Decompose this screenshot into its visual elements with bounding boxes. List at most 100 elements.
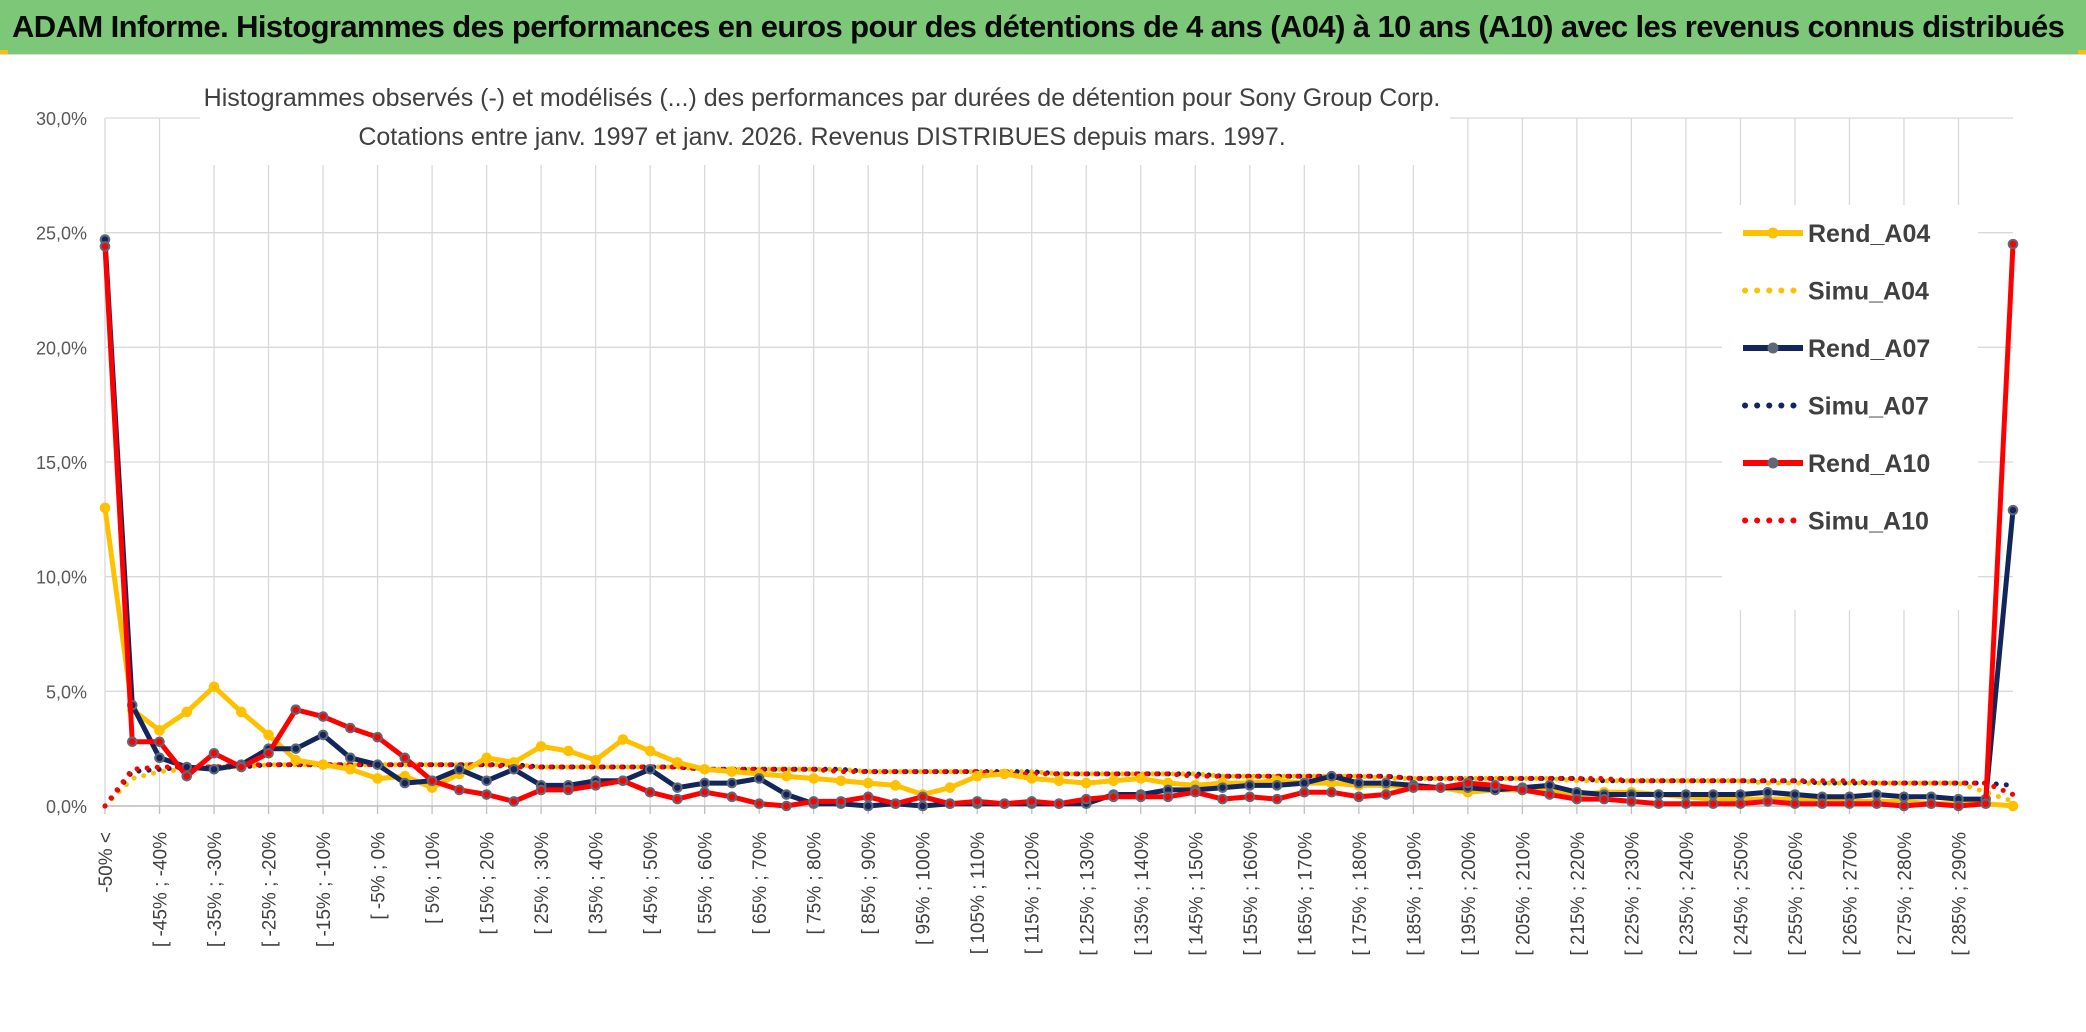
data-point-core-rend-a10 [183, 772, 190, 780]
data-point-rend-a04 [999, 768, 1010, 780]
data-point-core-rend-a10 [1955, 802, 1962, 810]
x-tick-label: [ 75% ; 80% [805, 832, 826, 935]
x-tick-label: [ 135% ; 140% [1132, 832, 1153, 956]
data-point-rend-a04 [944, 782, 956, 793]
x-tick-label: [ 25% ; 30% [532, 832, 553, 935]
data-point-core-rend-a10 [1110, 793, 1117, 801]
data-point-rend-a04 [672, 757, 683, 768]
histogram-chart: 0,0% 5,0% 10,0% 15,0% 20,0% 25,0% 30,0% -50% <… [36, 65, 2019, 956]
data-point-rend-a04 [290, 754, 302, 766]
data-point-core-rend-a10 [1655, 800, 1662, 807]
data-point-core-rend-a07 [1900, 793, 1908, 801]
data-point-rend-a04 [345, 764, 356, 775]
data-point-core-rend-a10 [510, 798, 518, 805]
data-point-rend-a04 [644, 745, 656, 757]
series-simu-a07 [102, 762, 2016, 809]
data-point-core-rend-a07 [674, 784, 681, 791]
data-point-core-rend-a07 [1737, 791, 1744, 798]
data-point-core-rend-a07 [1573, 789, 1581, 796]
data-point-core-rend-a07 [1791, 791, 1799, 798]
report-title: ADAM Informe. Histogrammes des performan… [12, 9, 2065, 44]
x-tick-label: [ 115% ; 120% [1023, 832, 1044, 954]
legend-item-simu-a04: Simu_A04 [1742, 278, 1929, 306]
series-line-simu-a07 [102, 762, 2016, 809]
x-tick-label: [ -15% ; -10% [314, 832, 335, 947]
legend-item-simu-a07: Simu_A07 [1742, 393, 1929, 421]
x-axis: -50% < [ -45% ; -40% [ -35% ; -30% [ -25% ;… [96, 832, 1970, 956]
x-tick-label: [ -35% ; -30% [205, 832, 226, 947]
data-point-rend-a04 [181, 706, 193, 718]
data-point-core-rend-a10 [646, 789, 654, 796]
y-axis: 0,0% 5,0% 10,0% 15,0% 20,0% 25,0% 30,0% [36, 109, 87, 817]
data-point-core-rend-a10 [1301, 789, 1308, 796]
data-point-rend-a04 [481, 752, 492, 764]
data-point-rend-a04 [1026, 773, 1038, 784]
data-point-core-rend-a07 [319, 731, 327, 739]
x-tick-label: [ 185% ; 190% [1404, 832, 1425, 956]
data-point-core-rend-a10 [1437, 784, 1444, 791]
data-point-rend-a04 [1135, 773, 1147, 784]
data-point-core-rend-a10 [1355, 793, 1363, 801]
chart-title-line2: Cotations entre janv. 1997 et janv. 2026… [358, 123, 1285, 151]
report-banner: ADAM Informe. Histogrammes des performan… [0, 0, 2086, 54]
data-point-core-rend-a07 [1273, 782, 1281, 789]
data-point-core-rend-a07 [1164, 786, 1172, 794]
y-tick-label: 15,0% [36, 453, 87, 473]
data-point-core-rend-a07 [210, 766, 218, 773]
legend-marker [1767, 342, 1779, 354]
data-point-core-rend-a07 [701, 779, 708, 787]
chart-frame: 0,0% 5,0% 10,0% 15,0% 20,0% 25,0% 30,0% -50% <… [0, 54, 2086, 1031]
data-point-core-rend-a10 [1519, 786, 1526, 794]
x-tick-label: [ 165% ; 170% [1295, 832, 1316, 956]
data-point-core-rend-a10 [1083, 795, 1090, 803]
data-point-rend-a04 [862, 777, 874, 789]
data-point-rend-a04 [263, 729, 274, 741]
data-point-core-rend-a10 [1055, 800, 1063, 807]
data-point-rend-a04 [372, 773, 383, 784]
x-tick-label: [ -45% ; -40% [151, 832, 172, 947]
data-point-core-rend-a10 [592, 782, 599, 789]
data-point-rend-a04 [781, 770, 792, 782]
data-point-core-rend-a07 [728, 779, 736, 787]
data-point-core-rend-a10 [210, 750, 218, 757]
x-tick-label: [ -5% ; 0% [369, 832, 390, 920]
data-point-core-rend-a07 [1873, 791, 1880, 798]
x-tick-label: [ 15% ; 20% [478, 832, 499, 935]
data-point-core-rend-a10 [1246, 793, 1254, 801]
data-point-core-rend-a10 [783, 802, 790, 810]
y-tick-label: 25,0% [36, 224, 87, 244]
data-point-rend-a04 [235, 706, 247, 718]
banner-accent-right [2078, 50, 2086, 54]
data-point-core-rend-a10 [1028, 798, 1035, 805]
data-point-core-rend-a10 [401, 754, 409, 762]
data-point-core-rend-a10 [1873, 800, 1880, 807]
data-point-core-rend-a10 [565, 786, 572, 794]
data-point-core-rend-a10 [755, 800, 763, 807]
data-point-core-rend-a10 [1546, 791, 1553, 798]
data-point-core-rend-a07 [101, 236, 109, 243]
x-tick-label: [ 215% ; 220% [1568, 832, 1589, 956]
data-point-core-rend-a07 [919, 802, 926, 810]
data-point-core-rend-a07 [1219, 784, 1226, 791]
x-tick-label: [ -25% ; -20% [260, 832, 281, 947]
data-point-rend-a04 [154, 725, 165, 736]
data-point-core-rend-a10 [1328, 789, 1335, 796]
data-point-core-rend-a10 [865, 793, 872, 801]
x-tick-label: [ 125% ; 130% [1077, 832, 1098, 956]
data-point-core-rend-a07 [456, 766, 463, 773]
legend-label: Rend_A10 [1808, 450, 1930, 478]
x-tick-label: [ 55% ; 60% [696, 832, 717, 935]
data-point-core-rend-a10 [1709, 800, 1717, 807]
data-point-core-rend-a07 [1846, 793, 1853, 801]
data-point-core-rend-a07 [483, 777, 490, 784]
data-point-core-rend-a07 [1628, 791, 1635, 798]
x-tick-label: [ 195% ; 200% [1459, 832, 1480, 956]
x-tick-label: [ 225% ; 230% [1622, 832, 1643, 956]
x-tick-label: [ 85% ; 90% [859, 832, 880, 935]
data-point-core-rend-a10 [1737, 800, 1744, 807]
data-point-rend-a04 [971, 770, 983, 782]
data-point-core-rend-a10 [347, 724, 354, 732]
data-point-core-rend-a07 [755, 775, 763, 782]
data-point-core-rend-a10 [265, 750, 272, 757]
x-tick-label: [ 175% ; 180% [1350, 832, 1371, 956]
